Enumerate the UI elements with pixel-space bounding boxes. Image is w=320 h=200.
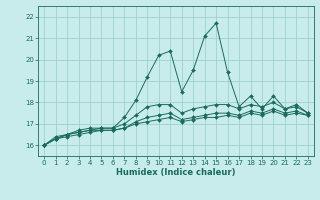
X-axis label: Humidex (Indice chaleur): Humidex (Indice chaleur) [116,168,236,177]
